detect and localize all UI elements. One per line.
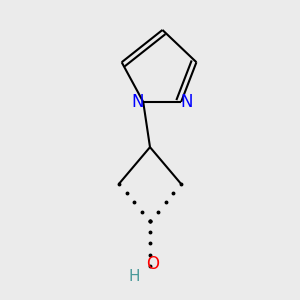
Text: O: O bbox=[146, 255, 159, 273]
Text: H: H bbox=[128, 269, 140, 284]
Text: N: N bbox=[181, 93, 193, 111]
Text: N: N bbox=[131, 93, 144, 111]
